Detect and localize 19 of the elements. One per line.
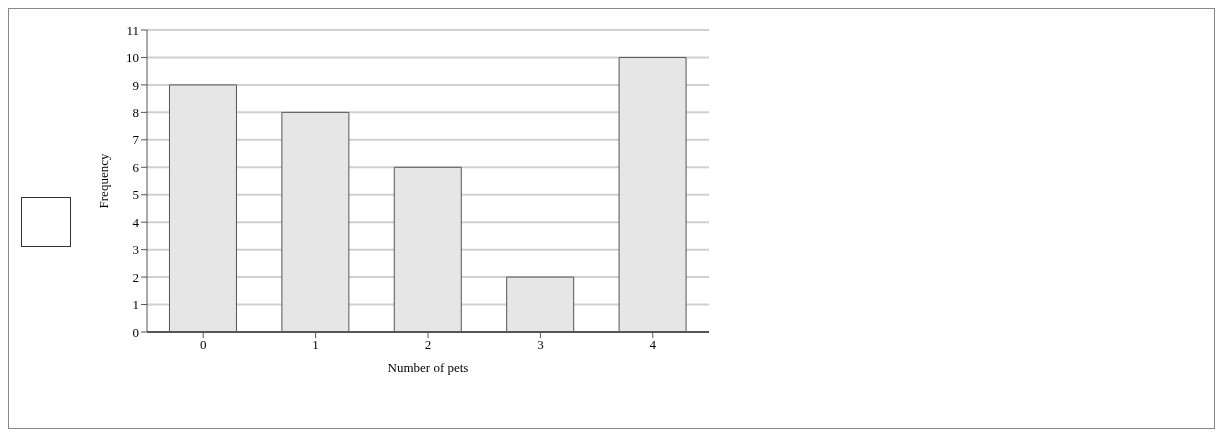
y-tick-label: 1 [132,297,139,313]
y-axis-title: Frequency [95,153,111,209]
x-tick-label: 1 [312,337,319,353]
y-tick-label: 4 [132,214,140,230]
y-tick-label: 3 [132,242,139,258]
x-tick-label: 3 [537,337,544,353]
y-tick-label: 10 [126,50,139,66]
y-tick-label: 8 [132,104,139,120]
y-tick-label: 7 [132,132,140,148]
y-tick-label: 9 [132,77,139,93]
y-tick-label: 6 [132,159,140,175]
y-tick-label: 5 [132,187,139,203]
x-tick-label: 4 [649,337,657,353]
x-tick-label: 0 [199,337,207,353]
y-tick-label: 0 [132,324,139,340]
x-axis-title: Number of pets [387,360,469,375]
y-tick-label: 2 [132,269,139,285]
y-tick-label: 11 [126,22,139,38]
x-tick-label: 2 [424,337,432,353]
